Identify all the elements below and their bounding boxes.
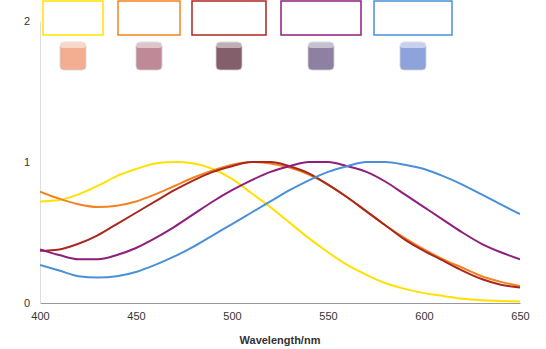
x-axis: 400 450 500 550 600 650 — [31, 303, 529, 322]
structure-frame — [192, 1, 266, 35]
y-tick: 0 — [24, 297, 40, 309]
x-tick-label: 450 — [127, 310, 145, 322]
vial-rim — [400, 42, 426, 48]
spectrum-line — [40, 162, 520, 278]
spectrum-line — [40, 162, 520, 287]
lines — [40, 162, 520, 302]
y-axis: 0 1 2 — [24, 15, 41, 309]
plot-area: 400 450 500 550 600 650 0 1 2 — [24, 15, 530, 322]
x-tick-label: 600 — [415, 310, 433, 322]
vial — [308, 42, 334, 70]
y-tick-label: 2 — [24, 15, 30, 27]
y-axis-line — [40, 22, 41, 304]
y-tick-label: 1 — [24, 156, 30, 168]
vial-rim — [136, 42, 162, 48]
vial-rim — [308, 42, 334, 48]
spectrum-line — [40, 162, 520, 286]
x-tick-label: 550 — [319, 310, 337, 322]
vial-rim — [216, 42, 242, 48]
structure-frame — [43, 1, 103, 35]
chart-container: 400 450 500 550 600 650 0 1 2 Wavelength/nm — [0, 0, 546, 349]
y-tick: 2 — [24, 15, 40, 27]
chart-svg: 400 450 500 550 600 650 0 1 2 Wavelength/nm — [0, 0, 546, 349]
vial — [216, 42, 242, 70]
x-tick: 650 — [511, 303, 529, 322]
x-tick: 550 — [319, 303, 337, 322]
x-tick: 500 — [223, 303, 241, 322]
spectrum-line — [40, 162, 520, 259]
vial — [60, 42, 86, 70]
vial-rim — [60, 42, 86, 48]
x-axis-title: Wavelength/nm — [240, 334, 321, 346]
spectrum-line — [40, 162, 520, 302]
structure-frame — [374, 1, 452, 35]
x-axis-line — [41, 303, 521, 304]
x-tick: 400 — [31, 303, 49, 322]
x-tick: 600 — [415, 303, 433, 322]
x-tick-label: 400 — [31, 310, 49, 322]
y-tick-label: 0 — [24, 297, 30, 309]
x-tick-label: 500 — [223, 310, 241, 322]
structure-frame — [281, 1, 361, 35]
vial — [136, 42, 162, 70]
y-tick: 1 — [24, 156, 40, 168]
decoration — [43, 1, 452, 70]
vial — [400, 42, 426, 70]
x-tick-label: 650 — [511, 310, 529, 322]
structure-frame — [118, 1, 180, 35]
x-tick: 450 — [127, 303, 145, 322]
